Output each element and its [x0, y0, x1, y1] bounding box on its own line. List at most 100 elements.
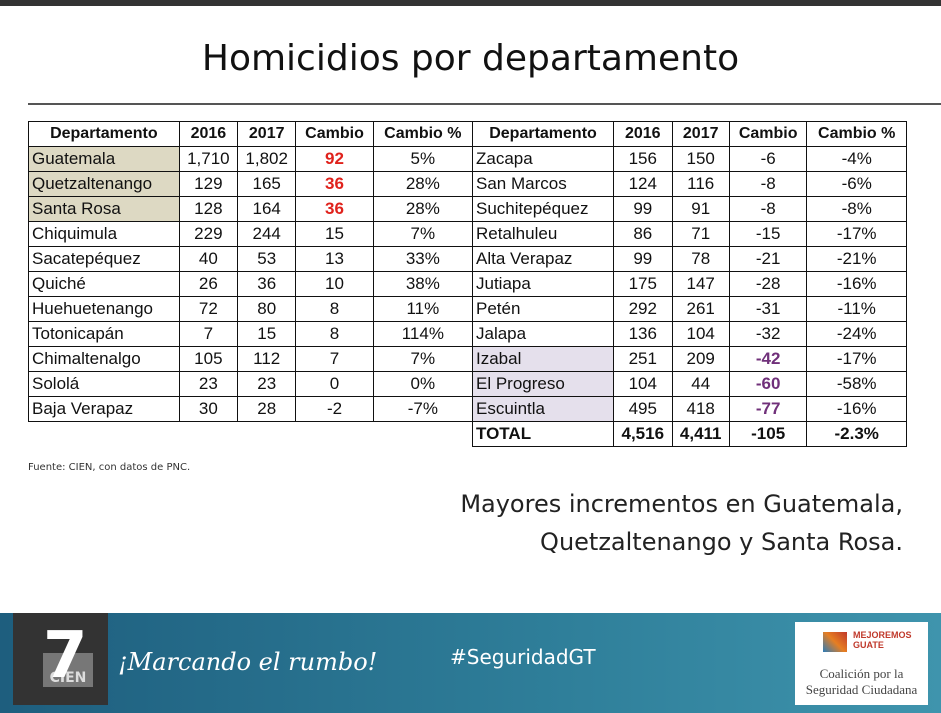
- table-cell: 150: [671, 146, 730, 172]
- table-row: Quetzaltenango 129 165 36 28%: [28, 171, 474, 197]
- table-cell: 91: [671, 196, 730, 222]
- footer-banner: [0, 613, 941, 713]
- table-cell: Jalapa: [471, 321, 615, 347]
- table-row: Departamento 2016 2017 Cambio Cambio %: [28, 121, 474, 147]
- table-cell: Chiquimula: [28, 221, 180, 247]
- table-cell: 136: [613, 321, 673, 347]
- table-cell: 251: [613, 346, 673, 372]
- table-cell: 30: [178, 396, 239, 422]
- left-table: Departamento 2016 2017 Cambio Cambio % Guatem…: [28, 121, 474, 422]
- table-cell: -16%: [806, 271, 907, 297]
- table-cell: 114%: [372, 321, 474, 347]
- table-cell: 105: [178, 346, 239, 372]
- table-cell: -42: [728, 346, 808, 372]
- table-cell: Izabal: [471, 346, 615, 372]
- table-row: Chiquimula 229 244 15 7%: [28, 221, 474, 247]
- table-cell: -7%: [372, 396, 474, 422]
- table-cell: 23: [237, 371, 297, 397]
- table-cell: 1,710: [178, 146, 239, 172]
- table-row: Guatemala 1,710 1,802 92 5%: [28, 146, 474, 172]
- table-cell: -31: [728, 296, 808, 322]
- table-cell: -4%: [806, 146, 907, 172]
- table-cell: 104: [671, 321, 730, 347]
- table-cell: 261: [671, 296, 730, 322]
- title-rule: [28, 103, 941, 105]
- table-cell: -2.3%: [806, 421, 907, 447]
- table-cell: 71: [671, 221, 730, 247]
- right-table: Departamento 2016 2017 Cambio Cambio % Zacapa…: [471, 121, 907, 447]
- table-cell: Huehuetenango: [28, 296, 180, 322]
- table-row: Baja Verapaz 30 28 -2 -7%: [28, 396, 474, 422]
- table-cell: 7%: [372, 346, 474, 372]
- table-cell: -8: [728, 196, 808, 222]
- table-cell: Totonicapán: [28, 321, 180, 347]
- table-cell: Baja Verapaz: [28, 396, 180, 422]
- hashtag: #SeguridadGT: [450, 645, 596, 669]
- table-cell: -8%: [806, 196, 907, 222]
- table-cell: Chimaltenalgo: [28, 346, 180, 372]
- table-cell: 11%: [372, 296, 474, 322]
- table-cell: -8: [728, 171, 808, 197]
- table-row: Sacatepéquez 40 53 13 33%: [28, 246, 474, 272]
- table-cell: Departamento: [471, 121, 615, 147]
- table-cell: -32: [728, 321, 808, 347]
- table-cell: Sololá: [28, 371, 180, 397]
- table-cell: 156: [613, 146, 673, 172]
- table-row: Jalapa 136 104 -32 -24%: [471, 321, 907, 347]
- table-cell: 10: [295, 271, 374, 297]
- source-note: Fuente: CIEN, con datos de PNC.: [28, 462, 191, 473]
- conclusion: Quetzaltenango y Santa Rosa.: [540, 528, 903, 556]
- logo: CIEN: [43, 653, 93, 687]
- table-cell: 2016: [613, 121, 673, 147]
- table-cell: Cambio %: [806, 121, 907, 147]
- table-cell: 4,411: [671, 421, 730, 447]
- table-cell: -21%: [806, 246, 907, 272]
- table-cell: -2: [295, 396, 374, 422]
- table-row: Quiché 26 36 10 38%: [28, 271, 474, 297]
- table-cell: 23: [178, 371, 239, 397]
- table-cell: 28%: [372, 171, 474, 197]
- table-cell: 7: [295, 346, 374, 372]
- table-cell: 104: [613, 371, 673, 397]
- table-cell: Guatemala: [28, 146, 180, 172]
- table-cell: -17%: [806, 346, 907, 372]
- table-cell: -24%: [806, 321, 907, 347]
- table-cell: 244: [237, 221, 297, 247]
- table-cell: 128: [178, 196, 239, 222]
- table-row: TOTAL 4,516 4,411 -105 -2.3%: [471, 421, 907, 447]
- table-cell: -16%: [806, 396, 907, 422]
- table-row: Escuintla 495 418 -77 -16%: [471, 396, 907, 422]
- table-cell: 13: [295, 246, 374, 272]
- table-cell: 7: [178, 321, 239, 347]
- table-cell: TOTAL: [471, 421, 615, 447]
- table-cell: 1,802: [237, 146, 297, 172]
- table-row: Departamento 2016 2017 Cambio Cambio %: [471, 121, 907, 147]
- table-cell: 4,516: [613, 421, 673, 447]
- table-cell: 26: [178, 271, 239, 297]
- table-row: Sololá 23 23 0 0%: [28, 371, 474, 397]
- table-cell: 33%: [372, 246, 474, 272]
- table-cell: 28%: [372, 196, 474, 222]
- table-cell: 147: [671, 271, 730, 297]
- table-cell: 78: [671, 246, 730, 272]
- table-cell: 15: [237, 321, 297, 347]
- table-row: El Progreso 104 44 -60 -58%: [471, 371, 907, 397]
- table-cell: 92: [295, 146, 374, 172]
- table-cell: -28: [728, 271, 808, 297]
- table-cell: 8: [295, 321, 374, 347]
- table-row: Chimaltenalgo 105 112 7 7%: [28, 346, 474, 372]
- table-cell: Escuintla: [471, 396, 615, 422]
- table-cell: -11%: [806, 296, 907, 322]
- partner-name: Seguridad Ciudadana: [805, 682, 918, 697]
- table-row: Alta Verapaz 99 78 -21 -21%: [471, 246, 907, 272]
- table-cell: 99: [613, 246, 673, 272]
- table-cell: 86: [613, 221, 673, 247]
- table-cell: 7%: [372, 221, 474, 247]
- table-cell: 28: [237, 396, 297, 422]
- table-cell: 36: [295, 196, 374, 222]
- table-cell: Departamento: [28, 121, 180, 147]
- table-cell: 36: [237, 271, 297, 297]
- table-row: Huehuetenango 72 80 8 11%: [28, 296, 474, 322]
- brand-icon: [823, 632, 847, 652]
- table-cell: 2017: [237, 121, 297, 147]
